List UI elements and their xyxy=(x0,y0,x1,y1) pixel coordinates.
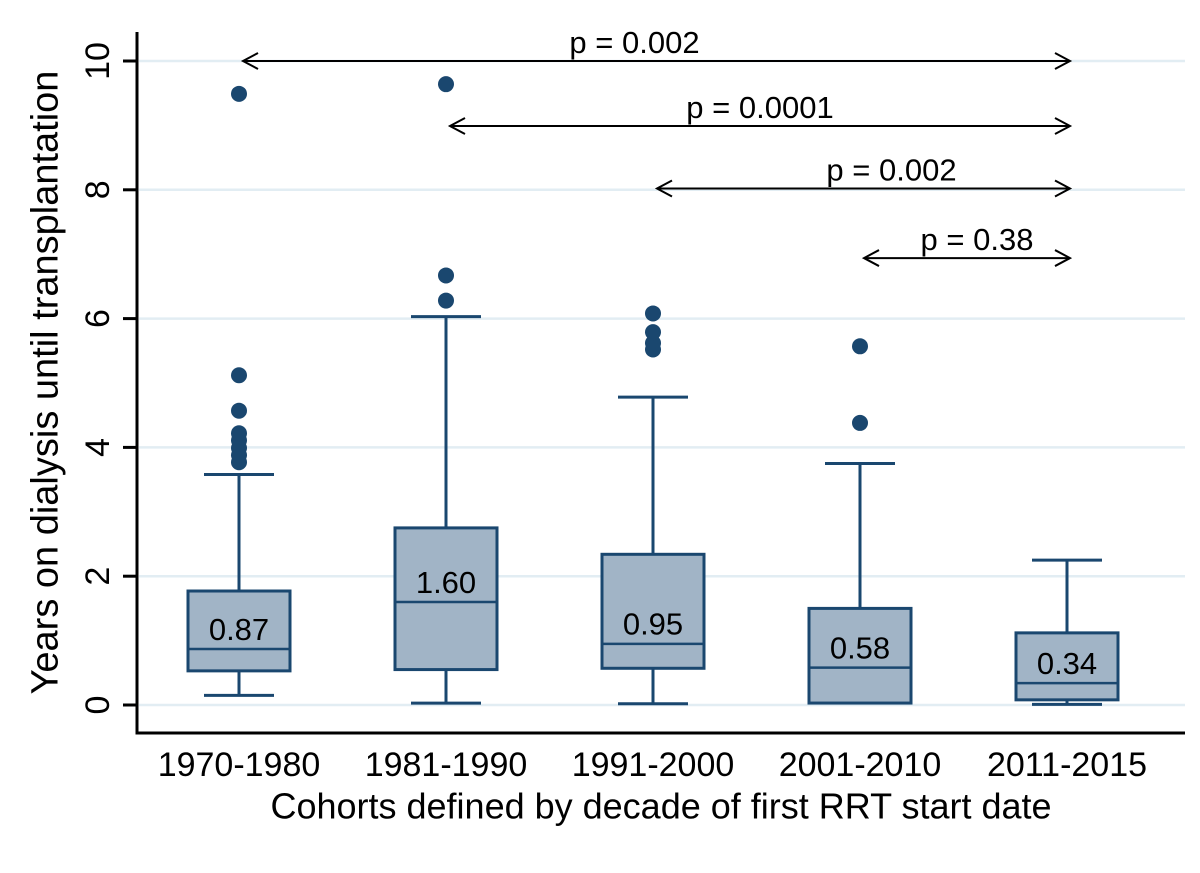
outlier-dot xyxy=(231,402,247,419)
outlier-dot xyxy=(645,305,661,322)
x-tick-label: 2001-2010 xyxy=(779,746,942,784)
box-rect xyxy=(186,589,292,673)
outlier-dot xyxy=(645,335,661,352)
y-axis-title: Years on dialysis until transplantation xyxy=(24,71,66,695)
arrowhead-left xyxy=(861,249,880,267)
y-tick-label: 6 xyxy=(79,309,117,328)
arrowhead-right xyxy=(1054,249,1073,267)
arrowhead-right xyxy=(1054,179,1073,198)
y-tick-label: 10 xyxy=(79,42,117,80)
median-label: 0.87 xyxy=(209,612,269,647)
arrowhead-right xyxy=(1054,117,1073,135)
p-value-label: p = 0.0001 xyxy=(686,90,833,125)
outlier-dot xyxy=(852,338,868,355)
y-tick-label: 4 xyxy=(79,438,117,457)
box-rect xyxy=(393,526,499,672)
y-tick-label: 0 xyxy=(79,696,117,715)
x-axis-title: Cohorts defined by decade of first RRT s… xyxy=(270,786,1051,827)
p-value-label: p = 0.002 xyxy=(569,25,699,60)
median-label: 0.34 xyxy=(1037,646,1097,681)
p-value-label: p = 0.002 xyxy=(826,153,956,188)
outlier-dot xyxy=(852,414,868,431)
outlier-dot xyxy=(438,267,454,284)
y-tick-label: 2 xyxy=(79,567,117,586)
box-rect xyxy=(600,552,706,670)
box-rect xyxy=(1014,631,1120,702)
median-label: 1.60 xyxy=(416,565,476,600)
outlier-dot xyxy=(438,76,454,93)
p-value-label: p = 0.38 xyxy=(921,222,1034,257)
median-label: 0.58 xyxy=(830,630,890,665)
x-tick-label: 2011-2015 xyxy=(987,746,1147,784)
box-rect xyxy=(807,606,913,705)
outlier-dot xyxy=(231,425,247,442)
median-label: 0.95 xyxy=(623,607,683,642)
outlier-dot xyxy=(645,324,661,341)
arrowhead-left xyxy=(654,179,673,198)
outlier-dot xyxy=(231,367,247,384)
x-tick-label: 1970-1980 xyxy=(158,746,321,784)
arrowhead-right xyxy=(1054,52,1073,70)
x-tick-label: 1981-1990 xyxy=(365,746,528,784)
outlier-dot xyxy=(438,292,454,309)
arrowhead-left xyxy=(240,52,259,70)
x-tick-label: 1991-2000 xyxy=(572,746,735,784)
arrowhead-left xyxy=(447,117,466,135)
y-tick-label: 8 xyxy=(79,180,117,199)
outlier-dot xyxy=(231,85,247,102)
